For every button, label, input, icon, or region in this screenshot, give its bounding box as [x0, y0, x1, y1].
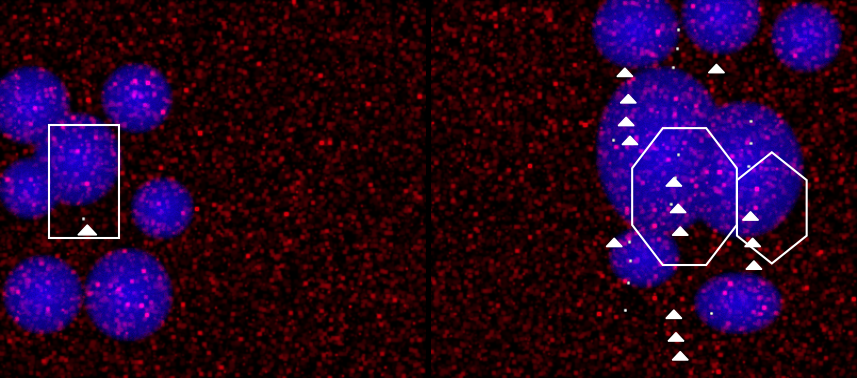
Polygon shape — [672, 352, 688, 360]
Bar — [49, 125, 119, 238]
Polygon shape — [746, 261, 762, 269]
Polygon shape — [666, 310, 682, 318]
Polygon shape — [670, 204, 686, 212]
Polygon shape — [618, 117, 634, 125]
Polygon shape — [606, 238, 622, 246]
Polygon shape — [709, 64, 724, 73]
Polygon shape — [672, 227, 688, 235]
Polygon shape — [668, 333, 684, 341]
Polygon shape — [78, 225, 97, 235]
Polygon shape — [622, 136, 638, 144]
Polygon shape — [617, 68, 632, 76]
Polygon shape — [620, 94, 636, 103]
Polygon shape — [745, 238, 761, 246]
Polygon shape — [666, 178, 682, 186]
Polygon shape — [742, 212, 758, 220]
